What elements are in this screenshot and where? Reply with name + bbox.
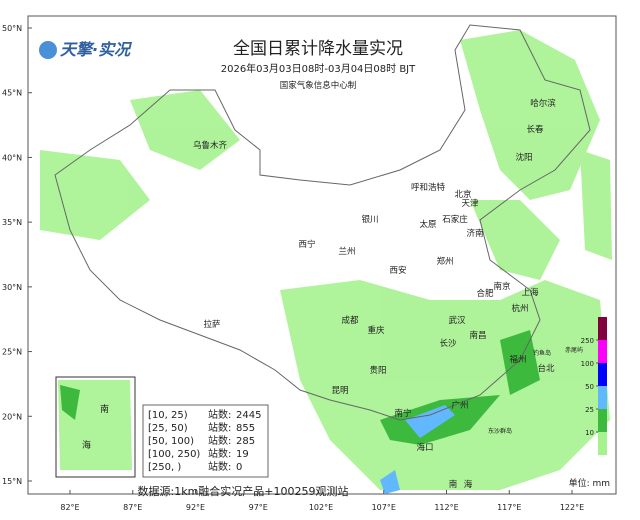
city-label: 东沙群岛	[488, 427, 512, 435]
title: 全国日累计降水量实况	[233, 39, 403, 59]
city-label: 天津	[461, 198, 479, 209]
inset-frame	[55, 376, 136, 478]
city-label: 福州	[509, 354, 526, 365]
lon-label: 87°E	[123, 503, 142, 512]
producer: 国家气象信息中心制	[280, 80, 357, 91]
legend-count: 2445	[236, 410, 261, 421]
city-label: 太原	[419, 219, 436, 230]
city-label: 南京	[493, 281, 510, 292]
city-label: 哈尔滨	[530, 98, 556, 109]
legend-count: 855	[236, 423, 255, 434]
city-label: 拉萨	[203, 319, 221, 330]
city-label: 武汉	[448, 315, 466, 326]
lat-label: 25°N	[2, 348, 22, 357]
city-label: 广州	[451, 400, 468, 411]
colorbar-label: 25	[585, 406, 594, 414]
city-label: 济南	[466, 228, 483, 239]
legend-range: [50, 100)	[148, 436, 194, 447]
city-label: 昆明	[331, 386, 348, 396]
lat-label: 45°N	[2, 89, 22, 98]
lat-label: 15°N	[2, 477, 22, 486]
city-label: 台北	[537, 363, 555, 374]
colorbar-segment	[598, 432, 607, 455]
city-label: 石家庄	[442, 214, 468, 225]
colorbar-label: 250	[581, 337, 594, 345]
city-label: 贵阳	[369, 365, 386, 376]
lon-label: 112°E	[434, 503, 458, 512]
rain-blue	[380, 405, 455, 494]
lat-label: 40°N	[2, 153, 22, 162]
city-label: 合肥	[476, 288, 494, 299]
lon-label: 82°E	[60, 503, 79, 512]
lat-label: 50°N	[2, 24, 22, 33]
lon-label: 117°E	[497, 503, 521, 512]
city-label: 兰州	[338, 246, 355, 257]
legend-box	[142, 404, 269, 478]
colorbar-segment	[598, 409, 607, 432]
city-label: 郑州	[436, 256, 453, 267]
legend-count: 0	[236, 462, 242, 473]
lon-label: 97°E	[249, 503, 268, 512]
inset-label: 南	[100, 403, 109, 415]
city-label: 南昌	[469, 330, 486, 341]
city-label: 上海	[521, 287, 539, 298]
subtitle: 2026年03月03日08时-03月04日08时 BJT	[221, 62, 416, 75]
legend-station-label: 站数:	[208, 460, 231, 473]
city-label: 沈阳	[515, 152, 532, 163]
legend-range: [10, 25)	[148, 410, 188, 421]
data-source: 数据源:1km融合实况产品+100259观测站	[138, 484, 349, 498]
city-label: 西安	[389, 265, 406, 276]
city-label: 钓鱼岛	[533, 349, 551, 357]
colorbar-label: 100	[581, 360, 594, 368]
city-label: 长春	[526, 124, 544, 135]
legend-count: 19	[236, 449, 249, 460]
city-label: 南	[449, 479, 458, 490]
colorbar-segment	[598, 340, 607, 363]
legend-count: 285	[236, 436, 255, 447]
city-label: 杭州	[511, 303, 528, 314]
city-label: 呼和浩特	[411, 182, 446, 193]
lon-label: 102°E	[309, 503, 333, 512]
lon-label: 92°E	[186, 503, 205, 512]
colorbar-label: 50	[585, 383, 594, 391]
city-label: 北京	[454, 189, 471, 200]
legend-station-label: 站数:	[208, 447, 231, 460]
colorbar-segment	[598, 386, 607, 409]
legend-station-label: 站数:	[208, 434, 231, 447]
lon-label: 107°E	[372, 503, 396, 512]
colorbar-segment	[598, 317, 607, 340]
inset-label: 海	[82, 439, 91, 451]
city-label: 银川	[361, 214, 378, 225]
logo-icon	[39, 41, 57, 59]
colorbar-label: 10	[585, 429, 594, 437]
city-label: 赤尾屿	[565, 346, 583, 354]
city-label: 海	[464, 479, 473, 490]
lat-label: 35°N	[2, 218, 22, 227]
unit: 单位: mm	[569, 477, 610, 489]
colorbar-segment	[598, 363, 607, 386]
city-label: 南宁	[394, 408, 411, 419]
city-label: 海口	[416, 442, 433, 453]
legend-station-label: 站数:	[208, 408, 231, 421]
city-label: 长沙	[439, 338, 457, 349]
lat-label: 20°N	[2, 412, 22, 421]
lon-label: 122°E	[560, 503, 584, 512]
legend-station-label: 站数:	[208, 421, 231, 434]
city-label: 成都	[341, 315, 359, 326]
legend-range: [250, )	[148, 462, 181, 473]
legend-range: [25, 50)	[148, 423, 188, 434]
legend-range: [100, 250)	[148, 449, 200, 460]
city-label: 乌鲁木齐	[193, 140, 228, 151]
city-label: 重庆	[367, 325, 385, 336]
lat-label: 30°N	[2, 283, 22, 292]
logo: 天擎·实况	[60, 40, 132, 59]
china-border	[54, 24, 591, 421]
city-label: 西宁	[298, 239, 315, 250]
